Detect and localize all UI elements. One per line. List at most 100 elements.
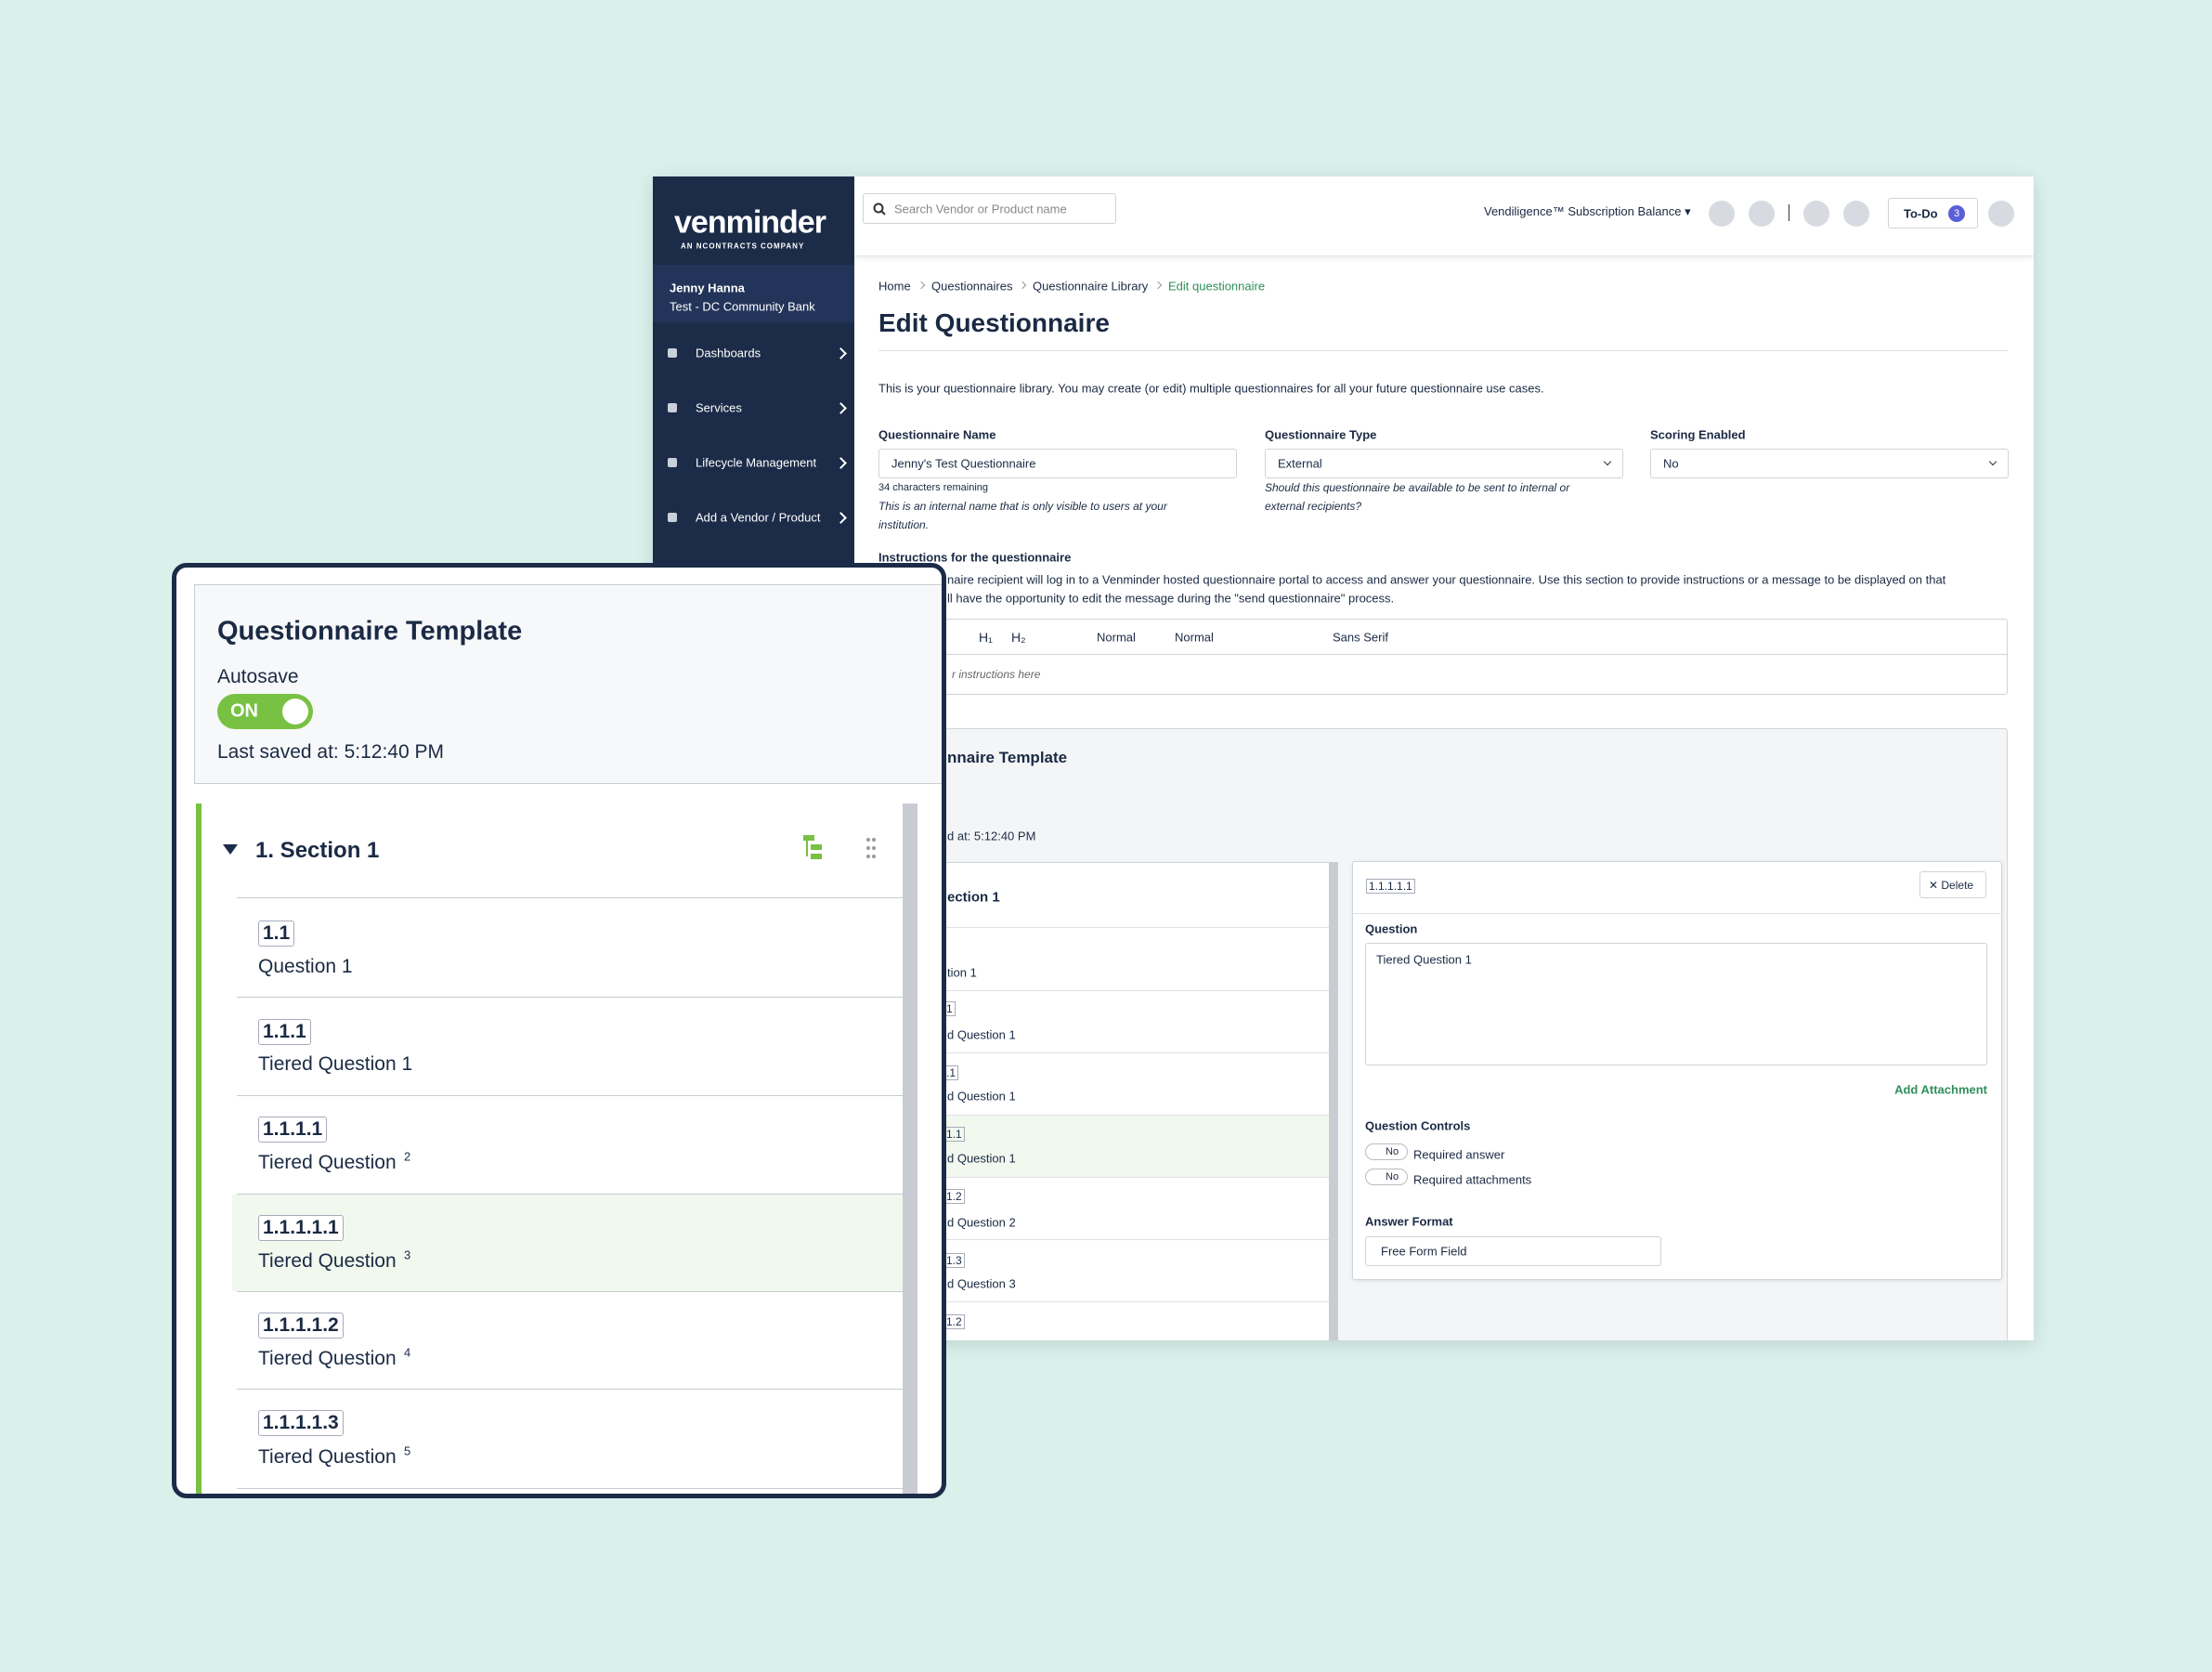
field-value: No <box>1663 456 1679 471</box>
row-label: d Question 3 <box>947 1276 1016 1291</box>
row-highlight <box>937 1116 1329 1177</box>
field-input[interactable] <box>1265 449 1623 478</box>
toolbar-item[interactable]: Normal <box>1175 630 1214 645</box>
editor-toolbar-border <box>878 654 2008 655</box>
breadcrumb[interactable]: Questionnaires <box>931 279 1013 294</box>
row-divider <box>937 1052 1329 1053</box>
toolbar-item[interactable]: Sans Serif <box>1333 630 1388 645</box>
toolbar-item[interactable]: H₁ <box>979 630 993 645</box>
field-hint: This is an internal name that is only vi… <box>878 500 1167 513</box>
row-label: d Question 2 <box>947 1215 1016 1230</box>
item-tag[interactable]: 1.1.1.1.2 <box>258 1313 344 1339</box>
breadcrumb[interactable]: Home <box>878 279 911 294</box>
item-label[interactable]: Question 1 <box>258 956 353 977</box>
template-saved: d at: 5:12:40 PM <box>947 829 1036 843</box>
breadcrumb[interactable]: Questionnaire Library <box>1033 279 1149 294</box>
icon-btn[interactable] <box>1749 201 1775 227</box>
nav-item[interactable]: Lifecycle Management <box>696 455 817 470</box>
nav-icon <box>668 403 677 412</box>
icon-btn[interactable] <box>1803 201 1829 227</box>
row-label: d Question 1 <box>947 1151 1016 1166</box>
editor[interactable] <box>878 619 2008 695</box>
search-icon <box>873 202 886 216</box>
item-tag[interactable]: 1.1.1.1.3 <box>258 1410 344 1436</box>
chevron <box>835 457 847 469</box>
scrollbar <box>903 803 917 1494</box>
question-input[interactable] <box>1365 943 1987 1065</box>
item-label[interactable]: Tiered Question 1 <box>258 1053 413 1075</box>
row-label: d Question 1 <box>947 1027 1016 1042</box>
field-hint: external recipients? <box>1265 500 1362 513</box>
divider <box>1352 913 2002 914</box>
field-label: Scoring Enabled <box>1650 427 1746 442</box>
section-title: 1. Section 1 <box>255 838 380 863</box>
item-tag[interactable]: 1.1.1.1.1 <box>258 1215 344 1241</box>
panel-title: Questionnaire Template <box>217 616 523 647</box>
row-divider <box>237 1389 903 1390</box>
switch[interactable] <box>1365 1169 1408 1185</box>
row-tag: 1.1 <box>944 1127 965 1142</box>
subscription-menu[interactable]: Vendiligence™ Subscription Balance ▾ <box>1484 204 1691 218</box>
row-divider <box>937 927 1329 928</box>
delete-button[interactable] <box>1919 871 1986 898</box>
field-hint: Should this questionnaire be available t… <box>1265 481 1570 494</box>
row-divider <box>937 1177 1329 1178</box>
item-label[interactable]: Tiered Question <box>258 1152 397 1173</box>
field-input[interactable] <box>1650 449 2009 478</box>
user-icon[interactable] <box>1988 201 2014 227</box>
page-title: Edit Questionnaire <box>878 308 1110 337</box>
field-label: Questionnaire Type <box>1265 427 1377 442</box>
nav-item[interactable]: Services <box>696 400 742 415</box>
icon-btn[interactable] <box>1709 201 1735 227</box>
drag-handle[interactable] <box>865 837 877 859</box>
todo-count: 3 <box>1948 205 1965 222</box>
field-input[interactable] <box>878 449 1237 478</box>
instructions-label: Instructions for the questionnaire <box>878 550 1072 565</box>
icon-btn[interactable] <box>1843 201 1869 227</box>
toolbar-item[interactable]: H₂ <box>1011 630 1026 645</box>
nav-item[interactable]: Dashboards <box>696 346 761 360</box>
logo: venminder <box>674 204 826 241</box>
char-counter: 34 characters remaining <box>878 482 989 493</box>
item-number: 3 <box>404 1247 411 1262</box>
editor-placeholder: r instructions here <box>952 668 1041 681</box>
search-box[interactable] <box>863 193 1116 224</box>
item-label[interactable]: Tiered Question <box>258 1446 397 1468</box>
field-value: Jenny's Test Questionnaire <box>891 456 1036 471</box>
field-label: Questionnaire Name <box>878 427 996 442</box>
switch[interactable] <box>1365 1143 1408 1160</box>
item-label[interactable]: Tiered Question <box>258 1250 397 1272</box>
format-label: Answer Format <box>1365 1214 1453 1229</box>
add-attachment[interactable]: Add Attachment <box>1894 1082 1987 1097</box>
collapse-icon[interactable] <box>223 844 238 856</box>
row-divider <box>237 1488 903 1489</box>
row-tag: 1.2 <box>944 1314 965 1329</box>
item-number: 4 <box>404 1345 411 1360</box>
row-divider <box>237 997 903 998</box>
nav-item[interactable]: Add a Vendor / Product <box>696 510 821 525</box>
top-bar <box>854 176 2034 256</box>
item-tag[interactable]: 1.1 <box>258 921 295 947</box>
field-value: External <box>1278 456 1322 471</box>
item-tag[interactable]: 1.1.1.1 <box>258 1117 328 1143</box>
intro: This is your questionnaire library. You … <box>878 381 1544 396</box>
row-highlight <box>232 1195 903 1291</box>
row-label: tion 1 <box>947 965 977 980</box>
nav-icon <box>668 348 677 358</box>
autosave-label: Autosave <box>217 666 299 687</box>
field-hint: institution. <box>878 518 930 531</box>
divider <box>237 897 903 898</box>
row-tag: .1 <box>944 1065 959 1080</box>
row-divider <box>937 1115 1329 1116</box>
tree-icon[interactable] <box>803 835 826 859</box>
toolbar-item[interactable]: Normal <box>1097 630 1136 645</box>
control-label: Required attachments <box>1413 1172 1532 1187</box>
nav-icon <box>668 513 677 522</box>
item-tag[interactable]: 1.1.1 <box>258 1019 311 1045</box>
todo-button[interactable] <box>1888 198 1978 229</box>
scrollbar <box>1329 862 1338 1340</box>
item-label[interactable]: Tiered Question <box>258 1348 397 1369</box>
row-label: d Question 1 <box>947 1089 1016 1104</box>
switch-state: No <box>1386 1146 1399 1157</box>
format-select[interactable] <box>1365 1236 1661 1266</box>
